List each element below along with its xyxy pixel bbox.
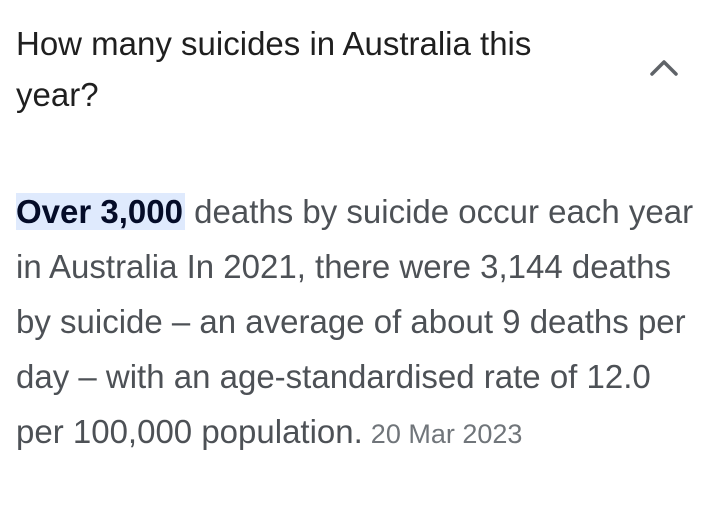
- chevron-up-icon[interactable]: [646, 52, 682, 82]
- question-text: How many suicides in Australia this year…: [16, 25, 532, 113]
- answer-snippet: Over 3,000 deaths by suicide occur each …: [16, 184, 696, 462]
- answer-highlight: Over 3,000: [16, 193, 185, 230]
- answer-date: 20 Mar 2023: [370, 419, 523, 449]
- answer-text: deaths by suicide occur each year in Aus…: [16, 193, 694, 450]
